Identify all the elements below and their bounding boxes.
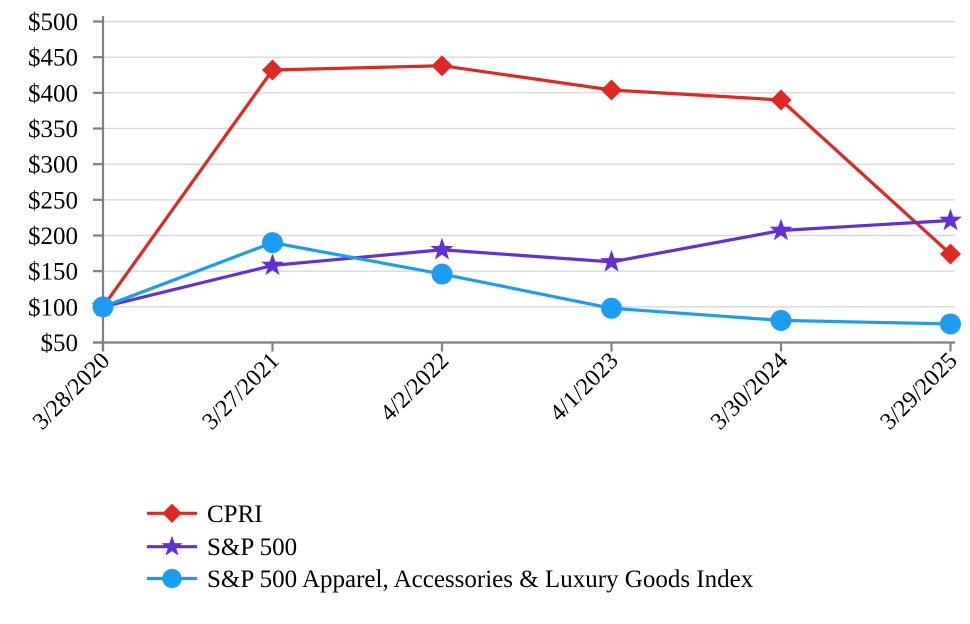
y-axis-tick-label: $200	[28, 223, 78, 250]
data-point-marker	[601, 297, 622, 319]
x-axis-tick-label: 3/28/2020	[28, 348, 115, 435]
legend-label: CPRI	[207, 501, 263, 528]
data-point-marker	[940, 313, 961, 335]
data-point-marker	[262, 59, 283, 81]
data-point-marker	[940, 243, 961, 265]
series-line	[101, 218, 953, 309]
series-line	[101, 64, 953, 309]
gridlines-group	[103, 20, 955, 308]
data-point-marker	[769, 218, 793, 241]
y-axis-tick-label: $50	[41, 330, 79, 357]
legend-diamond-icon	[162, 503, 182, 523]
data-point-marker	[600, 249, 623, 272]
legend-item: S&P 500 Apparel, Accessories & Luxury Go…	[147, 566, 754, 593]
y-axis-tick-label: $300	[28, 152, 78, 179]
data-point-marker	[430, 237, 454, 260]
data-point-marker	[601, 79, 622, 101]
y-axis-tick-label: $100	[28, 294, 78, 321]
y-axis-tick-label: $250	[28, 187, 78, 214]
y-axis-tick-label: $400	[28, 80, 78, 107]
y-axis-tick-label: $500	[28, 9, 78, 36]
series-circle-group	[92, 232, 961, 335]
data-point-marker	[770, 309, 792, 331]
y-axis-tick-label: $450	[28, 45, 78, 72]
x-axis-tick-label: 3/29/2025	[876, 348, 963, 435]
data-point-marker	[92, 296, 114, 318]
legend: CPRI S&P 500 S&P 500 Apparel, Accessories …	[147, 501, 754, 593]
legend-label: S&P 500	[207, 534, 297, 561]
legend-circle-icon	[162, 568, 182, 589]
data-point-marker	[770, 89, 792, 111]
series-line	[101, 241, 953, 326]
x-axis-tick-label: 4/2/2022	[376, 348, 455, 427]
data-point-marker	[431, 55, 453, 77]
data-point-marker	[939, 208, 962, 231]
legend-star-icon	[161, 535, 183, 556]
data-point-marker	[261, 253, 284, 276]
x-axis-tick-label: 4/1/2023	[545, 348, 624, 427]
x-axis-tick-label: 3/30/2024	[706, 348, 793, 435]
legend-label: S&P 500 Apparel, Accessories & Luxury Go…	[207, 566, 754, 593]
y-axis-tick-label: $150	[28, 259, 78, 286]
data-point-marker	[431, 263, 453, 285]
legend-item: CPRI	[147, 501, 263, 528]
x-axis-tick-label: 3/27/2021	[198, 348, 285, 435]
legend-item: S&P 500	[147, 534, 297, 561]
y-axis-tick-label: $350	[28, 116, 78, 143]
data-point-marker	[262, 232, 283, 254]
